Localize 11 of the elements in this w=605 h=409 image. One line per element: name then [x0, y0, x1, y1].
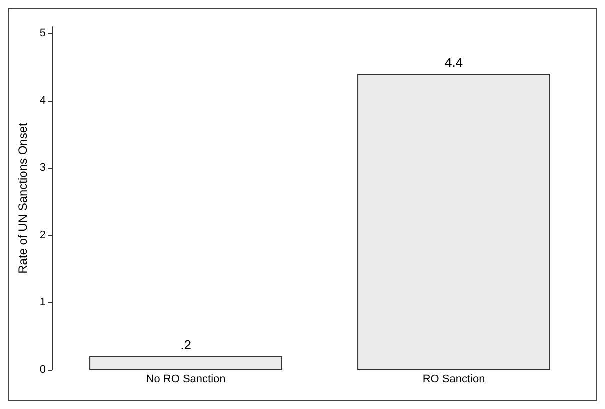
data-label: .2 [180, 338, 192, 353]
x-tick-label: No RO Sanction [146, 374, 226, 386]
y-tick-label: 1 [40, 296, 46, 309]
y-tick-label: 0 [40, 364, 46, 376]
y-tick-label: 3 [40, 162, 46, 174]
data-label: 4.4 [444, 55, 464, 70]
y-tick-label: 2 [40, 229, 46, 242]
y-tick-label: 5 [40, 28, 46, 40]
x-tick-label: RO Sanction [422, 374, 486, 386]
y-axis-title: Rate of UN Sanctions Onset [16, 122, 30, 274]
y-tick-label: 4 [40, 94, 46, 107]
